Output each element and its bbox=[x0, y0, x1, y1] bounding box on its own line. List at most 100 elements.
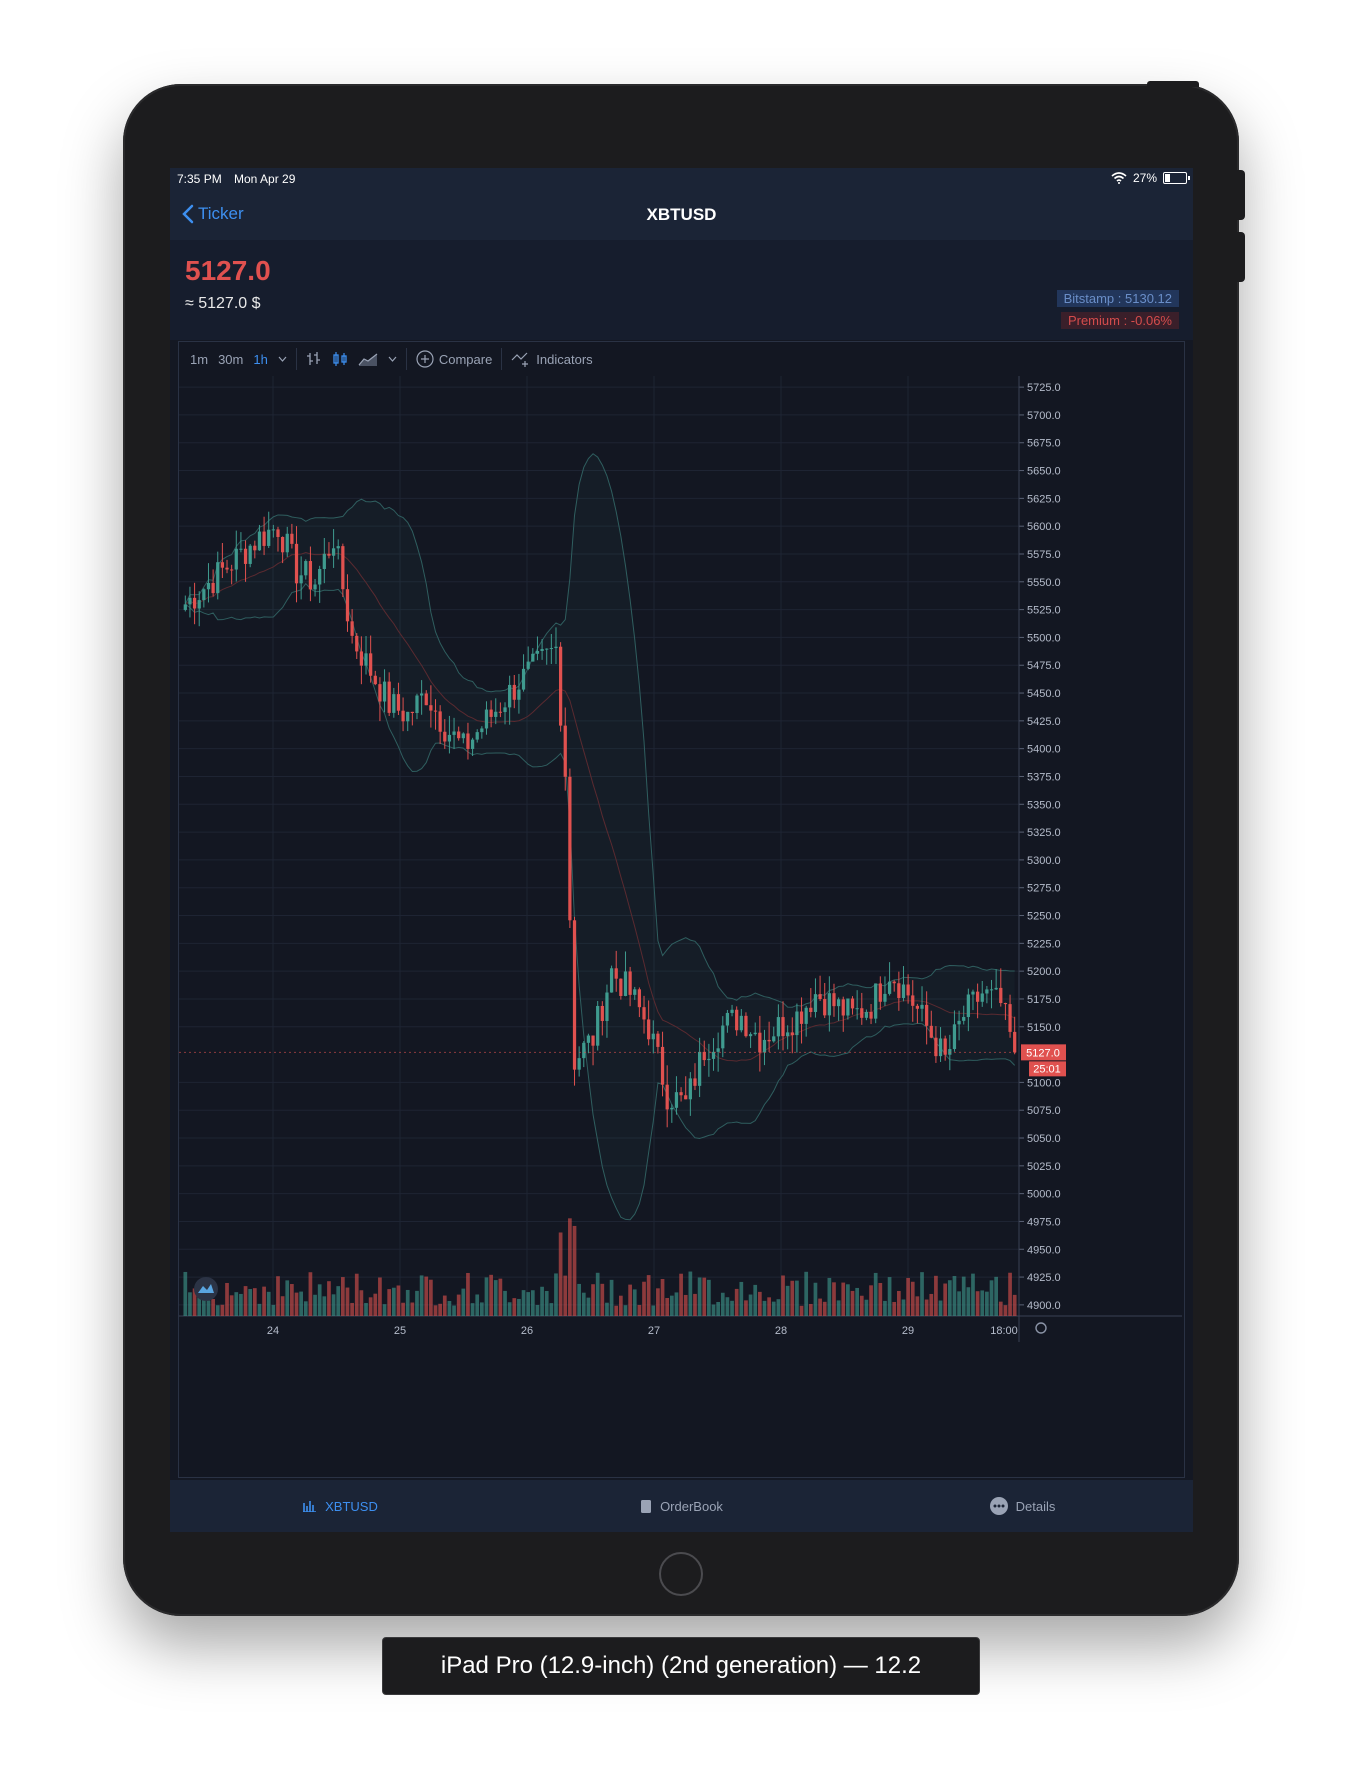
area-style-button[interactable] bbox=[353, 351, 383, 367]
volume-bar bbox=[929, 1293, 934, 1316]
compare-button[interactable]: Compare bbox=[411, 350, 497, 368]
candle-body bbox=[470, 739, 475, 749]
candle-body bbox=[433, 710, 438, 712]
device-caption: iPad Pro (12.9-inch) (2nd generation) — … bbox=[382, 1637, 980, 1695]
candle-body bbox=[248, 545, 252, 564]
chevron-left-icon bbox=[182, 204, 194, 224]
candle-body bbox=[378, 684, 382, 702]
y-tick-label: 5250.0 bbox=[1027, 911, 1061, 923]
volume-bar bbox=[730, 1300, 734, 1316]
candle-body bbox=[410, 711, 414, 714]
bar-style-button[interactable] bbox=[301, 351, 327, 367]
tab-details[interactable]: Details bbox=[852, 1480, 1193, 1532]
interval-1m[interactable]: 1m bbox=[190, 351, 209, 367]
candle-body bbox=[443, 731, 447, 742]
volume-bar bbox=[456, 1294, 461, 1316]
y-tick-label: 5050.0 bbox=[1027, 1133, 1061, 1145]
volume-bar bbox=[220, 1304, 225, 1316]
candle-body bbox=[911, 995, 915, 1006]
bars-icon bbox=[306, 352, 320, 365]
candle-body bbox=[790, 1032, 794, 1036]
candle-body bbox=[966, 994, 970, 1018]
candle-body bbox=[447, 734, 452, 742]
area-chart-icon bbox=[358, 353, 378, 366]
candle-body bbox=[721, 1025, 725, 1049]
tab-orderbook[interactable]: OrderBook bbox=[511, 1480, 852, 1532]
candle-body bbox=[660, 1046, 665, 1085]
volume-bar bbox=[605, 1302, 609, 1316]
candle-body bbox=[503, 707, 507, 713]
candle-body bbox=[971, 991, 975, 995]
candle-body bbox=[535, 650, 540, 654]
candle-body bbox=[938, 1038, 943, 1057]
candle-body bbox=[628, 971, 632, 995]
volume-bar bbox=[660, 1279, 665, 1316]
candle-body bbox=[943, 1038, 947, 1055]
interval-1h[interactable]: 1h bbox=[253, 351, 268, 367]
candle-body bbox=[549, 648, 553, 650]
logo-mountain-icon bbox=[198, 1284, 214, 1293]
candle-body bbox=[457, 731, 461, 739]
candle-body bbox=[517, 689, 521, 700]
candle-body bbox=[619, 978, 623, 996]
candle-body bbox=[424, 693, 428, 706]
y-tick-label: 5225.0 bbox=[1027, 938, 1061, 950]
candle-body bbox=[841, 999, 845, 1016]
volume-bar bbox=[248, 1289, 253, 1316]
candle-body bbox=[225, 567, 229, 570]
candle-body bbox=[294, 543, 299, 584]
back-button[interactable]: Ticker bbox=[182, 204, 244, 224]
interval-dropdown[interactable] bbox=[273, 356, 292, 362]
volume-bar bbox=[600, 1283, 605, 1316]
tab-xbtusd[interactable]: XBTUSD bbox=[170, 1480, 511, 1532]
volume-bar bbox=[225, 1282, 229, 1316]
volume-bar bbox=[229, 1295, 234, 1316]
y-tick-label: 5200.0 bbox=[1027, 966, 1061, 978]
volume-bar bbox=[957, 1291, 961, 1316]
volume-bar bbox=[345, 1287, 350, 1316]
candle-body bbox=[962, 1017, 966, 1021]
candle-body bbox=[359, 651, 364, 666]
volume-bar bbox=[1008, 1272, 1012, 1316]
volume-bar bbox=[424, 1276, 429, 1316]
volume-bar bbox=[785, 1285, 790, 1316]
volume-bar bbox=[405, 1289, 410, 1316]
volume-bar bbox=[563, 1275, 568, 1316]
x-tick-label: 26 bbox=[521, 1325, 533, 1337]
volume-bar bbox=[507, 1302, 512, 1316]
candle-body bbox=[327, 553, 331, 556]
volume-bar bbox=[503, 1290, 507, 1316]
candle-body bbox=[401, 710, 405, 722]
interval-30m[interactable]: 30m bbox=[218, 351, 244, 367]
volume-bar bbox=[276, 1276, 280, 1316]
volume-bar bbox=[336, 1286, 341, 1316]
candles-style-button[interactable] bbox=[327, 351, 353, 367]
volume-bar bbox=[359, 1290, 364, 1316]
candle-body bbox=[702, 1051, 706, 1061]
chart-style-dropdown[interactable] bbox=[383, 356, 402, 362]
candle-body bbox=[267, 529, 271, 546]
candle-body bbox=[994, 987, 998, 990]
candle-body bbox=[508, 684, 512, 708]
y-tick-label: 5700.0 bbox=[1027, 410, 1061, 422]
candle-body bbox=[480, 728, 484, 733]
y-tick-label: 5350.0 bbox=[1027, 799, 1061, 811]
volume-bar bbox=[896, 1290, 901, 1316]
volume-bar bbox=[813, 1282, 818, 1316]
candle-body bbox=[887, 981, 892, 994]
chart-panel[interactable]: 1m 30m 1h Compare bbox=[178, 341, 1185, 1478]
y-tick-label: 5175.0 bbox=[1027, 994, 1061, 1006]
volume-bar bbox=[243, 1286, 248, 1316]
candle-body bbox=[823, 999, 827, 1016]
candle-body bbox=[600, 1005, 604, 1021]
candle-body bbox=[883, 993, 887, 1002]
countdown-label: 25:01 bbox=[1033, 1063, 1061, 1075]
indicators-button[interactable]: Indicators bbox=[506, 351, 597, 367]
y-tick-label: 5650.0 bbox=[1027, 466, 1061, 478]
y-tick-label: 5325.0 bbox=[1027, 827, 1061, 839]
volume-bar bbox=[479, 1302, 484, 1316]
home-button[interactable] bbox=[659, 1552, 703, 1596]
candle-body bbox=[804, 1007, 808, 1024]
candle-body bbox=[406, 711, 410, 722]
price-chart[interactable]: 5725.0 5700.0 5675.0 5650.0 5625.0 5600.0 5575… bbox=[179, 376, 1182, 1376]
